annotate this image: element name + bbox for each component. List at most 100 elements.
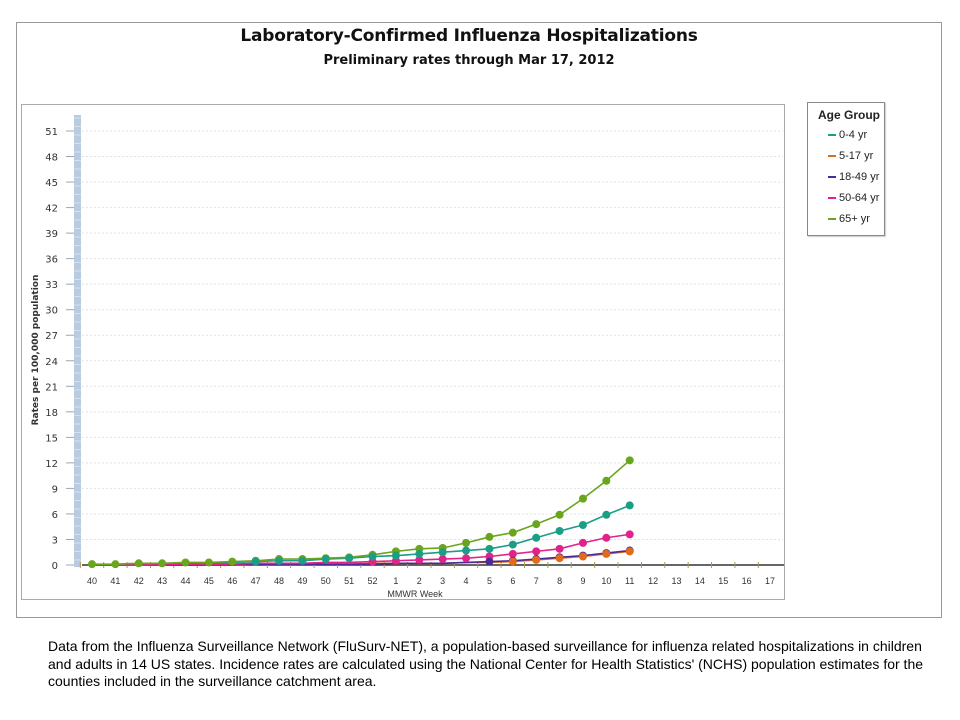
legend: Age Group 0-4 yr 5-17 yr 18-49 yr 50-64 … bbox=[807, 102, 885, 236]
data-point bbox=[275, 556, 284, 565]
data-point bbox=[321, 555, 330, 564]
chart-frame bbox=[16, 22, 942, 618]
data-point bbox=[158, 559, 167, 568]
y-tick-label: 18 bbox=[45, 408, 58, 419]
legend-label: 65+ yr bbox=[839, 213, 870, 225]
data-point bbox=[508, 549, 517, 558]
data-point bbox=[88, 560, 96, 569]
legend-label: 18-49 yr bbox=[839, 171, 880, 183]
x-axis-title: MMWR Week bbox=[387, 589, 443, 599]
x-tick-label: 48 bbox=[274, 576, 284, 586]
y-tick-label: 27 bbox=[45, 331, 58, 342]
y-tick-label: 39 bbox=[45, 229, 58, 240]
y-tick-label: 51 bbox=[45, 127, 58, 138]
x-tick-label: 5 bbox=[487, 576, 492, 586]
x-tick-label: 17 bbox=[765, 576, 775, 586]
data-point bbox=[391, 551, 400, 560]
x-tick-label: 8 bbox=[557, 576, 562, 586]
x-tick-label: 15 bbox=[718, 576, 728, 586]
data-point bbox=[625, 456, 634, 465]
x-tick-label: 2 bbox=[417, 576, 422, 586]
data-point bbox=[602, 533, 611, 542]
x-tick-label: 16 bbox=[742, 576, 752, 586]
data-point bbox=[532, 533, 541, 542]
data-point bbox=[602, 476, 611, 485]
data-point bbox=[555, 544, 564, 553]
data-point bbox=[462, 554, 471, 563]
data-point bbox=[625, 501, 634, 510]
data-point bbox=[345, 554, 354, 563]
data-point bbox=[181, 558, 190, 567]
chart-subtitle: Preliminary rates through Mar 17, 2012 bbox=[323, 53, 615, 68]
x-tick-label: 9 bbox=[580, 576, 585, 586]
y-axis-band bbox=[74, 115, 81, 567]
y-tick-label: 21 bbox=[45, 382, 58, 393]
legend-swatch-icon bbox=[828, 176, 836, 179]
y-tick-label: 42 bbox=[45, 204, 58, 215]
data-point bbox=[578, 521, 587, 530]
data-point bbox=[368, 552, 377, 561]
y-tick-label: 36 bbox=[45, 255, 58, 266]
legend-swatch-icon bbox=[828, 218, 836, 221]
data-point bbox=[298, 556, 307, 565]
legend-label: 0-4 yr bbox=[839, 129, 868, 141]
y-axis-title: Rates per 100,000 population bbox=[31, 275, 41, 426]
data-point bbox=[111, 560, 120, 569]
legend-label: 50-64 yr bbox=[839, 192, 880, 204]
x-tick-label: 51 bbox=[344, 576, 354, 586]
x-tick-label: 50 bbox=[321, 576, 331, 586]
x-tick-label: 7 bbox=[534, 576, 539, 586]
x-tick-label: 10 bbox=[601, 576, 611, 586]
legend-item-50-64[interactable]: 50-64 yr bbox=[828, 191, 879, 205]
legend-swatch-icon bbox=[828, 197, 836, 200]
legend-swatch-icon bbox=[828, 155, 836, 158]
data-point bbox=[532, 555, 541, 564]
data-point bbox=[532, 520, 541, 529]
data-point bbox=[578, 552, 587, 561]
x-tick-label: 11 bbox=[625, 576, 634, 586]
data-point bbox=[578, 538, 587, 547]
y-tick-label: 30 bbox=[45, 306, 58, 317]
data-point bbox=[508, 557, 517, 566]
legend-item-5-17[interactable]: 5-17 yr bbox=[828, 149, 873, 163]
data-point bbox=[555, 526, 564, 535]
data-point bbox=[415, 549, 424, 558]
legend-item-0-4[interactable]: 0-4 yr bbox=[828, 128, 867, 142]
data-point bbox=[438, 555, 447, 564]
x-tick-label: 6 bbox=[510, 576, 515, 586]
legend-item-18-49[interactable]: 18-49 yr bbox=[828, 170, 879, 184]
x-tick-label: 3 bbox=[440, 576, 445, 586]
data-point bbox=[602, 510, 611, 519]
data-point bbox=[485, 557, 494, 566]
data-point bbox=[462, 546, 471, 555]
data-point bbox=[625, 547, 634, 556]
x-tick-label: 46 bbox=[227, 576, 237, 586]
x-tick-label: 44 bbox=[181, 576, 191, 586]
chart-title: Laboratory-Confirmed Influenza Hospitali… bbox=[240, 26, 698, 46]
data-point bbox=[532, 547, 541, 556]
data-point bbox=[508, 540, 517, 549]
series-line bbox=[92, 533, 630, 566]
data-point bbox=[555, 510, 564, 519]
data-point bbox=[485, 544, 494, 553]
x-tick-label: 42 bbox=[134, 576, 144, 586]
plot-area-box bbox=[21, 104, 785, 600]
data-point bbox=[438, 548, 447, 557]
data-point bbox=[415, 555, 424, 564]
y-tick-label: 48 bbox=[45, 153, 58, 164]
x-tick-label: 1 bbox=[393, 576, 398, 586]
data-point bbox=[204, 558, 213, 567]
data-point bbox=[508, 528, 517, 537]
legend-title: Age Group bbox=[818, 108, 880, 122]
y-tick-label: 24 bbox=[45, 357, 58, 368]
data-point bbox=[485, 532, 494, 541]
x-tick-label: 49 bbox=[297, 576, 307, 586]
y-tick-label: 6 bbox=[52, 510, 58, 521]
x-tick-label: 47 bbox=[251, 576, 261, 586]
x-tick-label: 40 bbox=[87, 576, 97, 586]
legend-item-65plus[interactable]: 65+ yr bbox=[828, 212, 870, 226]
y-tick-label: 45 bbox=[45, 178, 58, 189]
x-tick-label: 13 bbox=[671, 576, 681, 586]
data-point bbox=[555, 554, 564, 563]
y-tick-label: 15 bbox=[45, 433, 58, 444]
